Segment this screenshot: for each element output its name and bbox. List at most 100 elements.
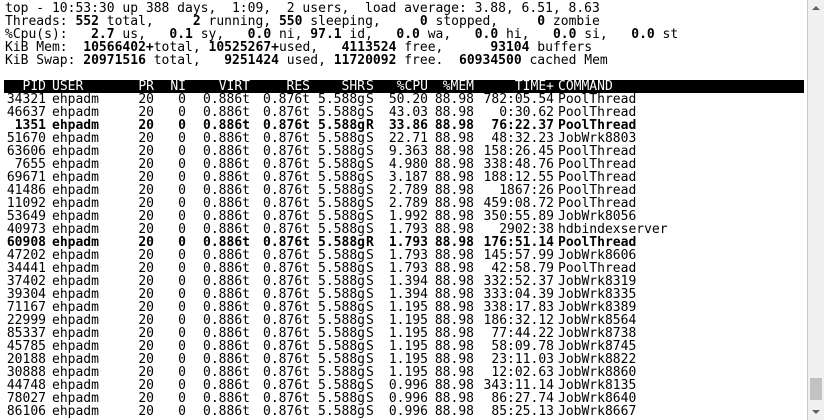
cell-res: 0.876t (263, 404, 310, 419)
cell-state: S (366, 404, 374, 419)
summary-threads-line: Threads: 552 total, 2 running, 550 sleep… (5, 14, 600, 29)
cell-time: 459:08.72 (483, 196, 554, 211)
scroll-up-arrow-icon[interactable] (808, 0, 824, 16)
cell-ni: 0 (178, 287, 186, 302)
cell-virt: 0.886t (203, 222, 250, 237)
cell-virt: 0.886t (203, 105, 250, 120)
cell-cpu: 1.394 (388, 287, 428, 302)
cell-shr: 5.588g (318, 391, 365, 406)
process-row: 69671 ehpadm 20 0 0.886t 0.876t 5.588g S 3.187 88… (0, 170, 807, 185)
cell-command: PoolThread (558, 170, 637, 185)
cell-time: 782:05.54 (483, 92, 554, 107)
cell-shr: 5.588g (318, 131, 365, 146)
cell-state: S (366, 92, 374, 107)
col-virt: VIRT (218, 79, 250, 94)
cell-time: 12:02.63 (491, 365, 554, 380)
cell-cpu: 1.195 (388, 365, 428, 380)
cell-user: ehpadm (52, 404, 99, 419)
cell-mem: 88.98 (434, 287, 474, 302)
cell-shr: 5.588g (318, 170, 365, 185)
cell-ni: 0 (178, 352, 186, 367)
cell-res: 0.876t (263, 170, 310, 185)
cell-shr: 5.588g (318, 352, 365, 367)
cell-time: 0:30.62 (499, 105, 554, 120)
cell-pid: 51670 (6, 131, 46, 146)
cell-ni: 0 (178, 248, 186, 263)
cell-user: ehpadm (52, 170, 99, 185)
cell-command: PoolThread (558, 157, 637, 172)
cell-mem: 88.98 (434, 300, 474, 315)
cell-user: ehpadm (52, 157, 99, 172)
col-s: S (366, 79, 374, 94)
cell-pid: 45785 (6, 339, 46, 354)
vertical-scrollbar[interactable] (808, 0, 824, 420)
cell-pr: 20 (138, 170, 154, 185)
cell-virt: 0.886t (203, 287, 250, 302)
cell-pr: 20 (138, 391, 154, 406)
cell-pr: 20 (138, 352, 154, 367)
cell-user: ehpadm (52, 313, 99, 328)
cell-ni: 0 (178, 196, 186, 211)
cell-user: ehpadm (52, 274, 99, 289)
cell-user: ehpadm (52, 196, 99, 211)
cell-mem: 88.98 (434, 92, 474, 107)
cell-shr: 5.588g (318, 105, 365, 120)
process-row: 51670 ehpadm 20 0 0.886t 0.876t 5.588g S 22.71 88… (0, 131, 807, 146)
cell-mem: 88.98 (434, 339, 474, 354)
cell-time: 186:32.12 (483, 313, 554, 328)
cell-pid: 7655 (14, 157, 46, 172)
cell-res: 0.876t (263, 287, 310, 302)
cell-pr: 20 (138, 339, 154, 354)
cell-ni: 0 (178, 365, 186, 380)
cell-pr: 20 (138, 209, 154, 224)
cell-cpu: 1.195 (388, 339, 428, 354)
process-row: 46637 ehpadm 20 0 0.886t 0.876t 5.588g S 43.03 88… (0, 105, 807, 120)
cell-command: JobWrk8564 (558, 313, 637, 328)
cell-pid: 85337 (6, 326, 46, 341)
cell-virt: 0.886t (203, 300, 250, 315)
cell-pid: 41486 (6, 183, 46, 198)
cell-ni: 0 (178, 274, 186, 289)
cell-res: 0.876t (263, 235, 310, 250)
cell-virt: 0.886t (203, 326, 250, 341)
cell-state: S (366, 209, 374, 224)
cell-pid: 34441 (6, 261, 46, 276)
cell-pid: 11092 (6, 196, 46, 211)
cell-cpu: 22.71 (388, 131, 428, 146)
cell-pr: 20 (138, 222, 154, 237)
cell-ni: 0 (178, 391, 186, 406)
scroll-down-arrow-icon[interactable] (808, 404, 824, 420)
col-time: TIME+ (514, 79, 554, 94)
cell-pr: 20 (138, 404, 154, 419)
cell-shr: 5.588g (318, 157, 365, 172)
cell-pid: 44748 (6, 378, 46, 393)
cell-user: ehpadm (52, 352, 99, 367)
process-row: 53649 ehpadm 20 0 0.886t 0.876t 5.588g S 1.992 88… (0, 209, 807, 224)
cell-res: 0.876t (263, 183, 310, 198)
cell-virt: 0.886t (203, 209, 250, 224)
cell-time: 85:25.13 (491, 404, 554, 419)
cell-mem: 88.98 (434, 209, 474, 224)
cell-time: 188:12.55 (483, 170, 554, 185)
cell-state: S (366, 248, 374, 263)
col-command: COMMAND (558, 79, 613, 94)
cell-pid: 71167 (6, 300, 46, 315)
cell-command: PoolThread (558, 196, 637, 211)
process-row: 22999 ehpadm 20 0 0.886t 0.876t 5.588g S 1.195 88… (0, 313, 807, 328)
cell-user: ehpadm (52, 222, 99, 237)
cell-pid: 86106 (6, 404, 46, 419)
cell-shr: 5.588g (318, 378, 365, 393)
cell-time: 338:48.76 (483, 157, 554, 172)
cell-shr: 5.588g (318, 248, 365, 263)
cell-shr: 5.588g (318, 235, 365, 250)
cell-pid: 78027 (6, 391, 46, 406)
cell-mem: 88.98 (434, 131, 474, 146)
cell-time: 77:44.22 (491, 326, 554, 341)
cell-res: 0.876t (263, 378, 310, 393)
scrollbar-thumb[interactable] (810, 378, 822, 400)
cell-pr: 20 (138, 235, 154, 250)
cell-pr: 20 (138, 157, 154, 172)
cell-command: JobWrk8803 (558, 131, 637, 146)
cell-ni: 0 (178, 92, 186, 107)
